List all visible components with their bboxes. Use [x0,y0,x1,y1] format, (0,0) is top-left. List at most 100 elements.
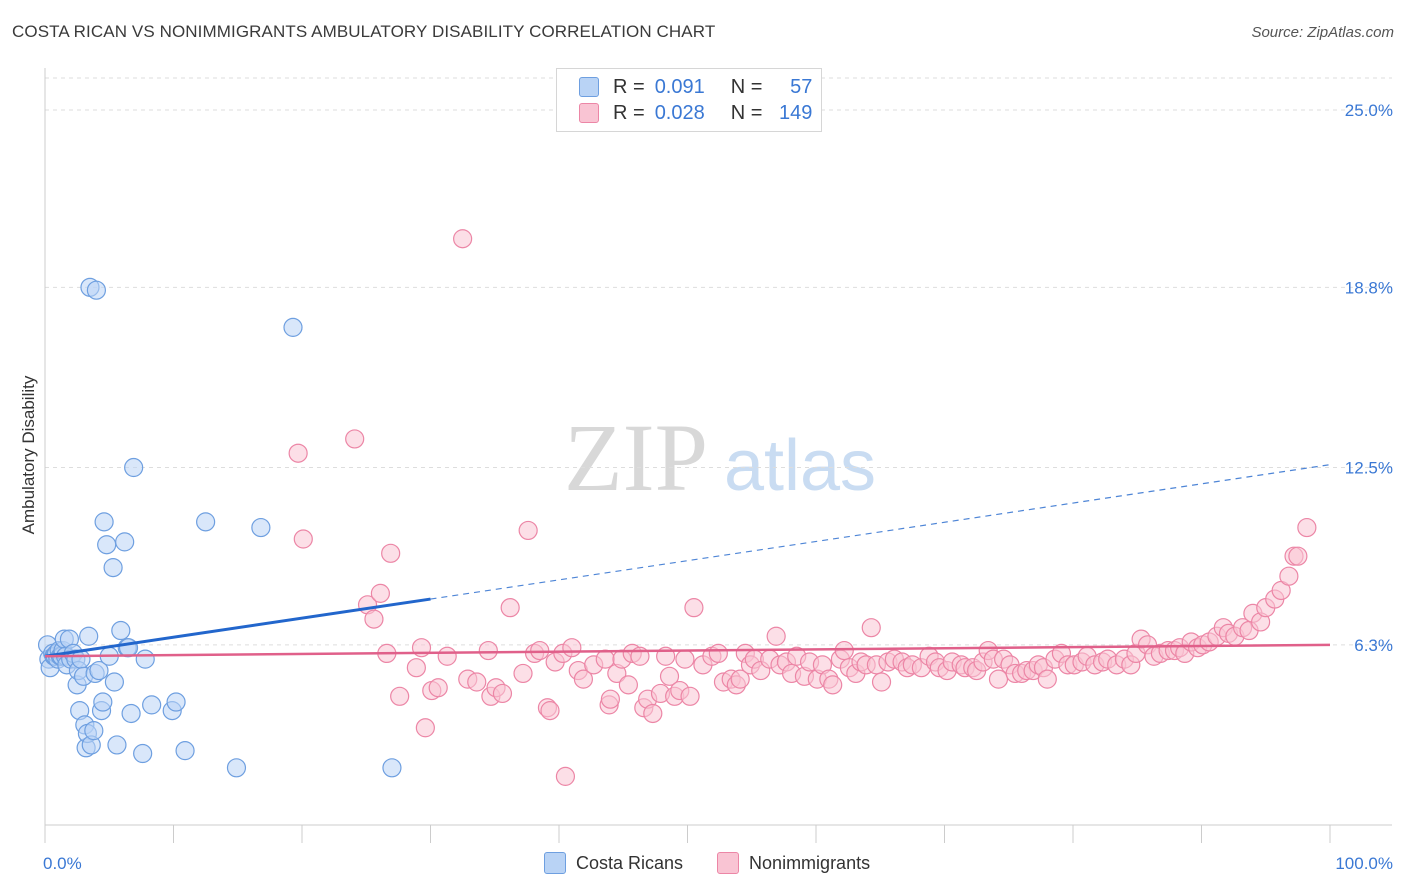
costa-ricans-point [251,517,271,538]
nonimmigrants-point [618,675,638,695]
nonimmigrants-point [555,766,576,786]
costa-ricans-point [89,660,109,681]
nonimmigrants-point [834,640,854,661]
costa-ricans-point [79,626,99,646]
nonimmigrants-point [492,683,513,704]
nonimmigrants-point [345,429,365,449]
x-tick-label: 100.0% [1335,854,1393,873]
nonimmigrants-point [562,638,582,658]
costa-ricans-point [84,721,104,741]
pink-swatch-icon [579,103,599,123]
nonimmigrants-point [390,686,410,706]
legend-row-nonimmigrants: R = 0.028 N = 149 [579,100,812,126]
r-value: 0.091 [654,75,705,98]
axes [44,68,1392,843]
nonimmigrants-point [1037,669,1057,689]
nonimmigrants-point [823,675,843,695]
legend-row-costa-ricans: R = 0.091 N = 57 [579,74,812,100]
costa-ricans-point [142,695,162,715]
trend-lines [44,464,1331,658]
nonimmigrants-point [406,658,426,678]
costa-ricans-point [382,758,402,778]
costa-ricans-point [97,535,117,555]
nonimmigrants-point [288,443,308,463]
costa-ricans-point [121,703,141,724]
nonimmigrants-point [364,609,384,629]
blue-swatch-icon [579,77,599,97]
series-legend: Costa Ricans Nonimmigrants [544,852,904,874]
costa-ricans-point [118,638,139,658]
nonimmigrants-point [467,672,487,692]
nonimmigrants-point [1288,546,1308,566]
nonimmigrants-point [370,583,390,603]
nonimmigrants-point [518,520,538,541]
nonimmigrants-point [573,669,594,689]
nonimmigrants-point [381,543,401,563]
nonimmigrants-point [684,598,704,618]
n-value: 57 [790,75,813,98]
watermark-atlas: atlas [724,426,876,506]
costa-ricans-point [86,280,107,300]
nonimmigrants-point [861,618,881,638]
costa-ricans-trend-extension [430,464,1331,600]
costa-ricans-points [37,277,402,778]
nonimmigrants-point [428,678,448,698]
nonimmigrants-point [540,701,560,721]
r-label: R = [613,101,645,124]
costa-ricans-point [94,512,114,532]
nonimmigrants-point [415,718,435,738]
costa-ricans-point [115,532,135,552]
nonimmigrants-point [1297,517,1317,538]
costa-ricans-point [124,457,144,478]
costa-ricans-point [226,758,247,778]
nonimmigrants-point [730,669,750,689]
nonimmigrants-point [766,626,786,646]
tick-labels: 6.3% 12.5% 18.8% 25.0% 0.0% 100.0% [43,101,1393,873]
source-credit: Source: ZipAtlas.com [1251,24,1394,41]
nonimmigrants-point [478,640,498,661]
nonimmigrants-point [675,649,695,669]
nonimmigrants-point [871,672,892,692]
nonimmigrants-point [680,686,700,706]
y-tick-label: 12.5% [1345,459,1393,478]
r-label: R = [613,75,645,98]
costa-ricans-point [133,743,153,764]
correlation-legend: R = 0.091 N = 57 R = 0.028 N = 149 [556,68,822,132]
y-tick-label: 18.8% [1345,278,1393,297]
x-tick-label: 0.0% [43,854,82,873]
pink-swatch-icon [717,852,740,874]
n-value: 149 [779,101,813,124]
costa-ricans-point [166,692,186,712]
costa-ricans-point [103,558,123,578]
y-tick-label: 25.0% [1345,101,1393,120]
costa-ricans-point [111,620,131,641]
nonimmigrants-point [708,643,728,664]
watermark: ZIP atlas [564,404,876,511]
costa-ricans-point [135,649,155,669]
costa-ricans-point [175,741,195,761]
nonimmigrants-point [530,640,550,661]
nonimmigrants-point [643,703,663,724]
nonimmigrants-point [293,529,313,549]
nonimmigrants-point [500,598,520,618]
costa-ricans-trend-line [44,597,431,658]
y-tick-label: 6.3% [1354,636,1393,655]
legend-item-costa-ricans: Costa Ricans [544,852,683,874]
costa-ricans-point [93,692,113,712]
costa-ricans-point [104,672,124,692]
nonimmigrants-trend-line [44,643,1331,658]
r-value: 0.028 [654,101,705,124]
chart-title: COSTA RICAN VS NONIMMIGRANTS AMBULATORY … [12,22,716,41]
legend-label: Costa Ricans [576,852,684,873]
nonimmigrants-points [288,229,1317,786]
nonimmigrants-point [453,229,473,249]
y-axis-label: Ambulatory Disability [19,375,38,535]
gridlines [45,77,1392,646]
legend-item-nonimmigrants: Nonimmigrants [717,852,870,874]
nonimmigrants-point [659,666,680,686]
nonimmigrants-point [1279,566,1299,586]
legend-label: Nonimmigrants [749,852,871,873]
n-label: N = [730,101,763,124]
costa-ricans-point [196,512,216,532]
